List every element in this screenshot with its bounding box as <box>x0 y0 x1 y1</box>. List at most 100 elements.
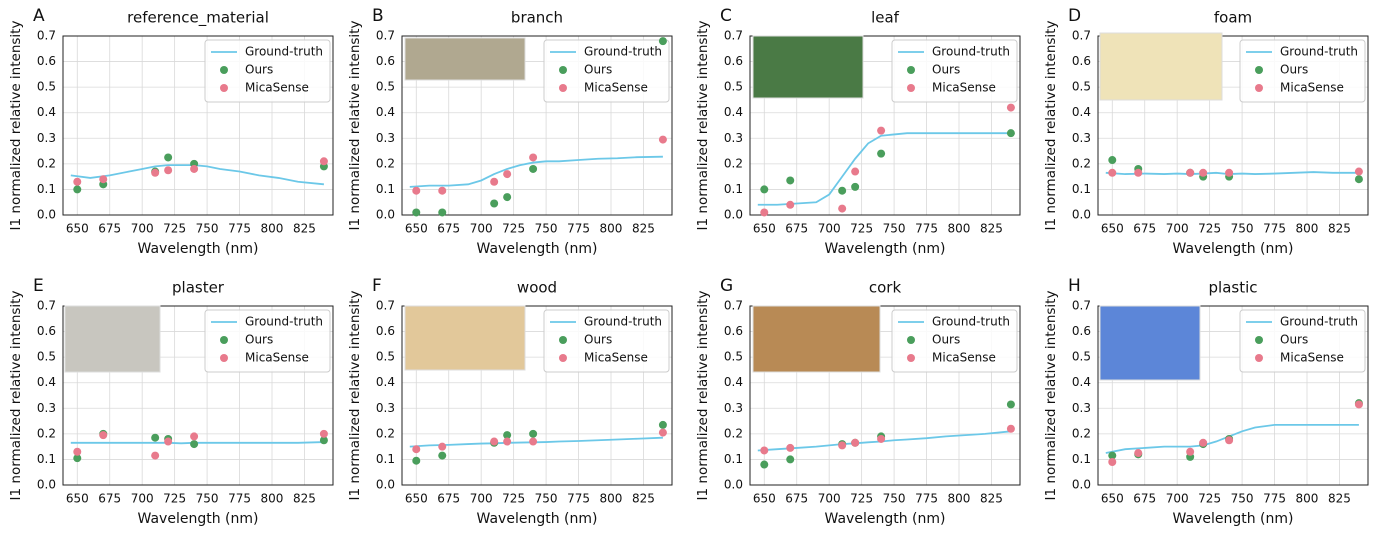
x-tick-label: 825 <box>1328 492 1351 506</box>
x-tick-label: 700 <box>470 222 493 236</box>
y-tick-label: 0.6 <box>1072 54 1091 68</box>
y-tick-label: 0.3 <box>724 131 743 145</box>
data-point <box>760 208 769 217</box>
data-point <box>73 447 82 456</box>
data-point <box>1134 449 1143 458</box>
data-point <box>99 175 108 184</box>
data-point <box>760 460 769 469</box>
legend-swatch <box>220 354 228 362</box>
series-line <box>757 132 1011 206</box>
data-point <box>851 438 860 447</box>
x-tick-label: 775 <box>567 492 590 506</box>
y-tick-label: 0.7 <box>37 299 56 313</box>
data-point <box>490 177 499 186</box>
x-tick-label: 800 <box>600 492 623 506</box>
x-tick-label: 750 <box>535 492 558 506</box>
x-tick-label: 750 <box>883 222 906 236</box>
legend-label: MicaSense <box>584 81 648 95</box>
data-point <box>73 454 82 463</box>
y-tick-label: 0.0 <box>37 208 56 222</box>
chart-title: reference_material <box>127 9 269 28</box>
data-point <box>1108 451 1117 460</box>
data-point <box>658 135 667 144</box>
plot-frame <box>62 35 334 216</box>
y-tick-label: 0.0 <box>1072 208 1091 222</box>
x-tick-label: 775 <box>1263 222 1286 236</box>
data-point <box>1006 103 1015 112</box>
legend-box <box>1239 309 1366 373</box>
legend-label: Ground-truth <box>1280 45 1358 59</box>
panel-label: F <box>372 276 382 296</box>
data-point <box>319 436 328 445</box>
y-tick-label: 0.3 <box>376 131 395 145</box>
x-tick-label: 675 <box>98 222 121 236</box>
data-point <box>786 200 795 209</box>
y-tick-label: 0.3 <box>1072 131 1091 145</box>
data-point <box>529 164 538 173</box>
data-point <box>412 456 421 465</box>
data-point <box>877 434 886 443</box>
x-tick-label: 800 <box>261 492 284 506</box>
data-point <box>164 153 173 162</box>
y-tick-label: 0.6 <box>37 54 56 68</box>
data-point <box>438 208 447 217</box>
data-point <box>151 451 160 460</box>
data-point <box>319 157 328 166</box>
x-tick-label: 750 <box>883 492 906 506</box>
data-point <box>73 185 82 194</box>
x-tick-label: 675 <box>98 492 121 506</box>
data-point <box>190 432 199 441</box>
legend-label: Ground-truth <box>932 45 1010 59</box>
data-point <box>877 149 886 158</box>
chart-title: foam <box>1214 9 1252 27</box>
y-axis-label: I1 normalized relative intensity <box>347 291 363 501</box>
data-point <box>851 182 860 191</box>
legend-label: MicaSense <box>584 351 648 365</box>
y-tick-label: 0.5 <box>724 350 743 364</box>
y-axis-label: I1 normalized relative intensity <box>8 21 24 231</box>
x-tick-label: 725 <box>850 492 873 506</box>
x-tick-label: 725 <box>1198 222 1221 236</box>
x-tick-label: 775 <box>915 492 938 506</box>
legend-label: Ours <box>584 333 612 347</box>
x-tick-label: 725 <box>850 222 873 236</box>
x-tick-label: 700 <box>818 222 841 236</box>
x-tick-label: 650 <box>753 492 776 506</box>
x-tick-label: 725 <box>163 492 186 506</box>
data-point <box>490 437 499 446</box>
y-axis-label: I1 normalized relative intensity <box>1043 21 1059 231</box>
legend-label: Ours <box>1280 63 1308 77</box>
data-point <box>490 199 499 208</box>
x-tick-label: 650 <box>405 222 428 236</box>
legend-swatch <box>907 336 915 344</box>
y-tick-label: 0.0 <box>376 478 395 492</box>
y-tick-label: 0.3 <box>724 401 743 415</box>
x-tick-label: 675 <box>437 492 460 506</box>
panel-label: D <box>1068 6 1081 26</box>
x-tick-label: 800 <box>1296 222 1319 236</box>
y-tick-label: 0.4 <box>376 105 395 119</box>
x-tick-label: 725 <box>502 222 525 236</box>
data-point <box>412 445 421 454</box>
legend-label: Ground-truth <box>1280 315 1358 329</box>
x-tick-label: 650 <box>1101 222 1124 236</box>
legend-swatch <box>1255 336 1263 344</box>
data-point <box>190 440 199 449</box>
x-axis-label: Wavelength (nm) <box>825 241 946 257</box>
data-point <box>503 170 512 179</box>
y-tick-label: 0.2 <box>1072 426 1091 440</box>
legend-box <box>1239 39 1366 103</box>
data-point <box>190 164 199 173</box>
y-tick-label: 0.3 <box>37 131 56 145</box>
y-tick-label: 0.6 <box>376 54 395 68</box>
legend-swatch <box>220 84 228 92</box>
legend-box <box>204 39 331 103</box>
x-tick-label: 650 <box>1101 492 1124 506</box>
data-point <box>529 437 538 446</box>
legend-label: Ours <box>245 63 273 77</box>
chart-title: wood <box>517 279 557 297</box>
